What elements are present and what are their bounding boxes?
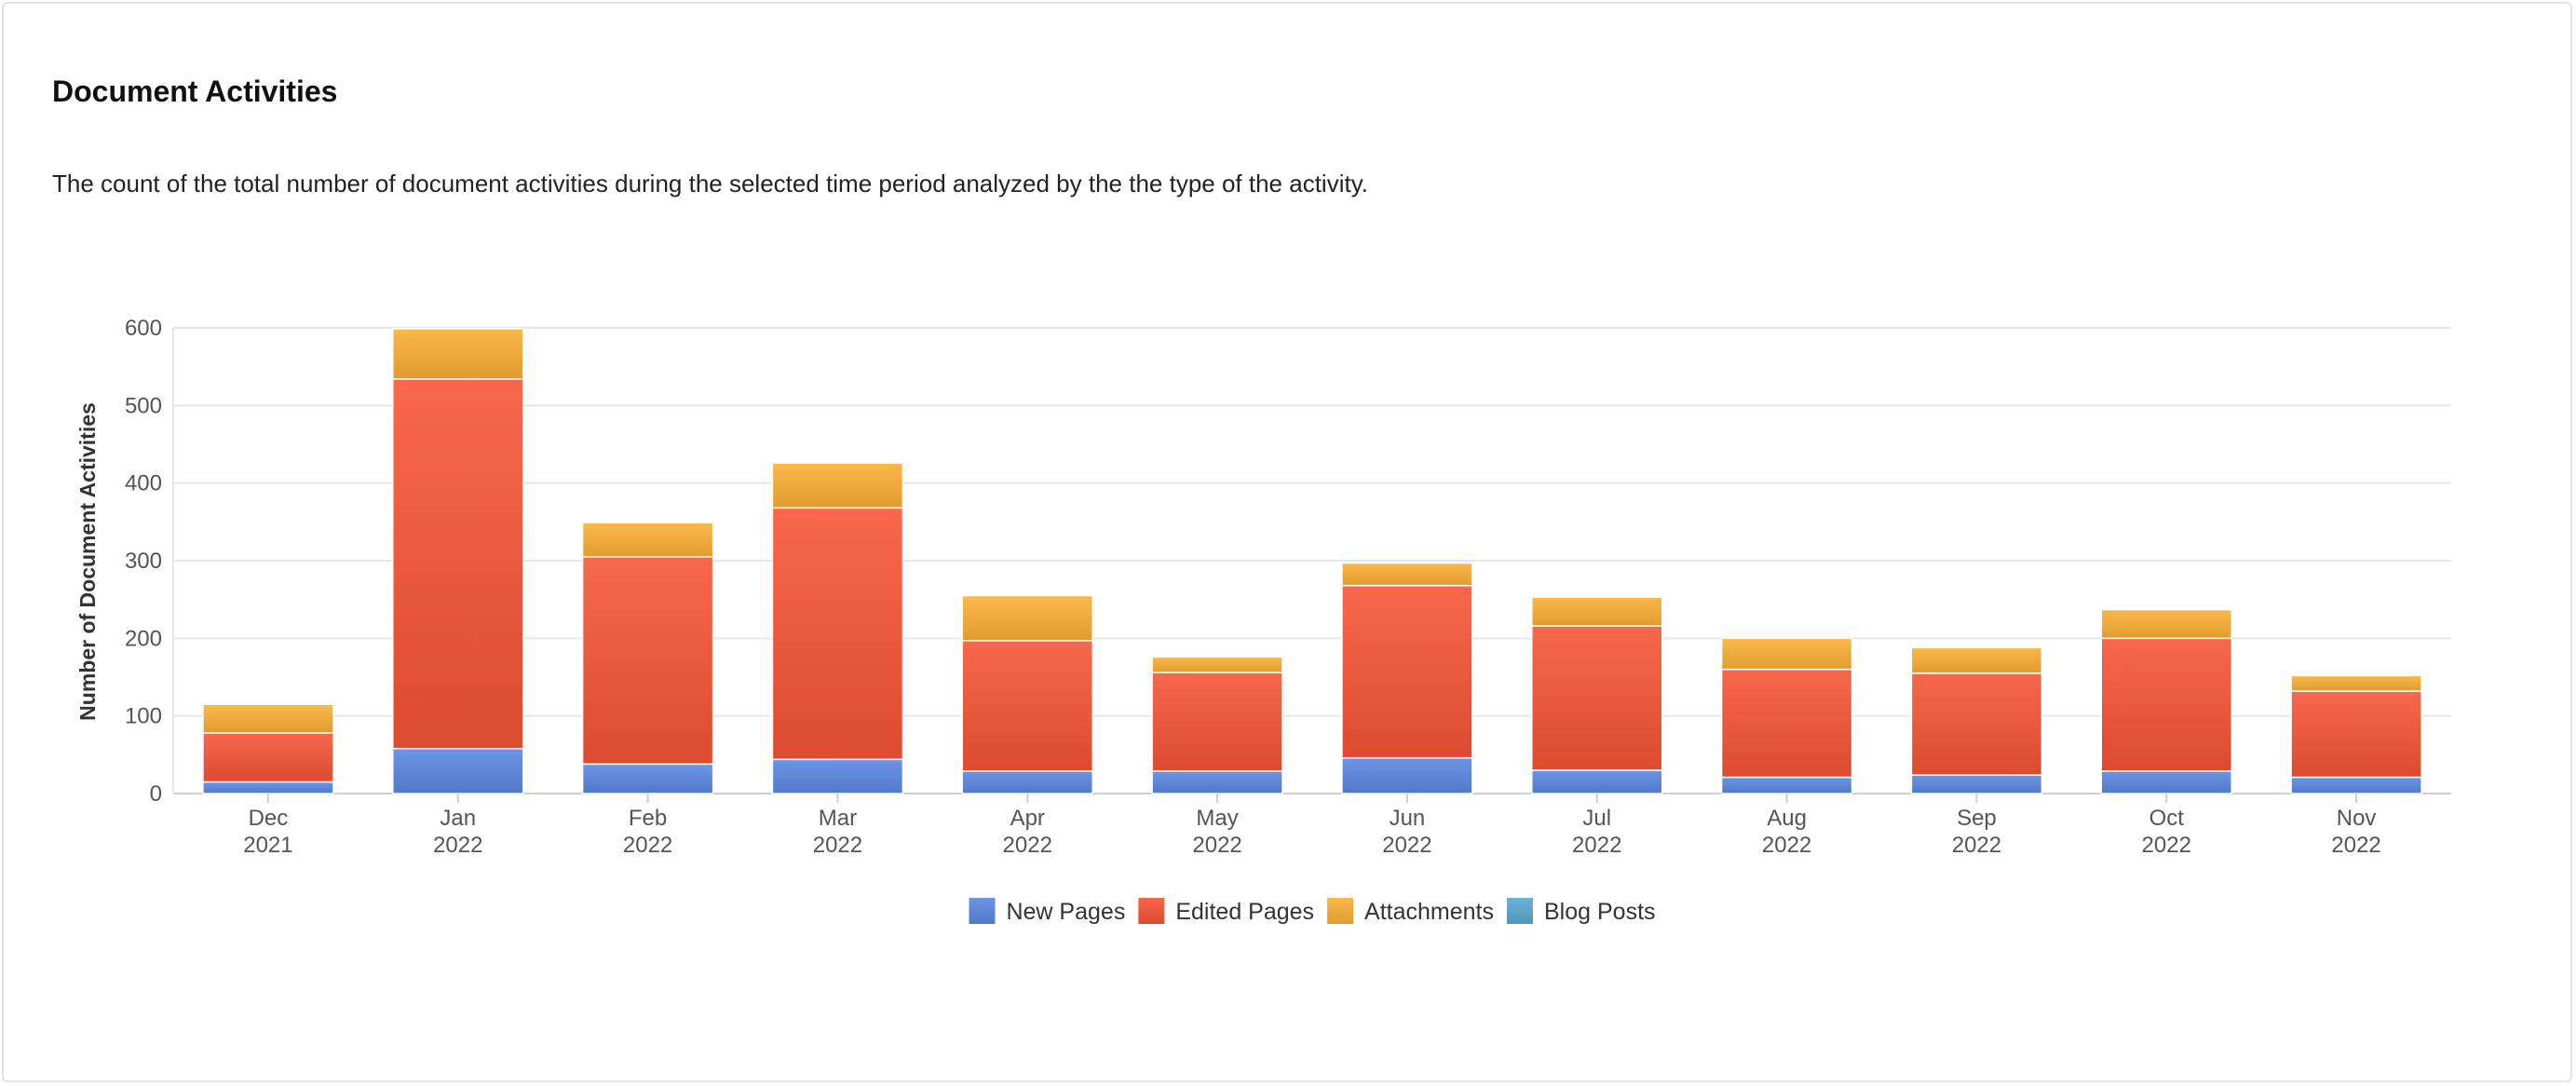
x-tick-label: May [1196, 806, 1238, 831]
chart-description: The count of the total number of documen… [52, 170, 1368, 197]
bar-segment[interactable] [581, 763, 714, 794]
x-tick-label: 2022 [2142, 833, 2191, 858]
x-tick-label: Mar [819, 806, 857, 831]
bar-segment[interactable] [2290, 690, 2422, 779]
bar-segment[interactable] [202, 732, 334, 783]
x-axis: Dec2021Jan2022Feb2022Mar2022Apr2022May20… [243, 794, 2381, 858]
legend: New Pages Edited Pages Attachments Blog Pos… [969, 898, 1656, 925]
page-title: Document Activities [52, 75, 338, 108]
legend-item[interactable]: Blog Posts [1507, 898, 1656, 925]
y-tick-label: 500 [125, 393, 162, 418]
x-tick-label: 2022 [1192, 833, 1241, 858]
bar-segment[interactable] [202, 781, 334, 794]
bar-segment[interactable] [1531, 596, 1663, 627]
x-tick-label: 2022 [1572, 833, 1621, 858]
bar-segment[interactable] [392, 378, 524, 750]
y-tick-label: 200 [125, 626, 162, 651]
x-tick-label: Dec [249, 806, 289, 831]
bar-segment[interactable] [2100, 770, 2232, 794]
legend-swatch [969, 898, 996, 924]
bar-segment[interactable] [961, 640, 1093, 772]
bar-segment[interactable] [1531, 625, 1663, 771]
x-tick-label: Sep [1957, 806, 1997, 831]
bar-segment[interactable] [2100, 608, 2232, 640]
legend-swatch [1507, 898, 1534, 924]
x-tick-label: 2022 [1952, 833, 2001, 858]
bar-segment[interactable] [1720, 776, 1853, 794]
bar-segment[interactable] [1910, 774, 2043, 794]
bar-segment[interactable] [961, 594, 1093, 642]
bar-segment[interactable] [2100, 637, 2232, 772]
y-axis-title: Number of Document Activities [75, 402, 100, 721]
bar-segment[interactable] [1720, 668, 1853, 779]
legend-label: Edited Pages [1175, 899, 1314, 925]
bar-segment[interactable] [1531, 769, 1663, 794]
legend-swatch [1327, 898, 1354, 924]
x-tick-label: Jul [1582, 806, 1611, 831]
x-tick-label: 2022 [1382, 833, 1431, 858]
x-tick-label: 2022 [623, 833, 672, 858]
legend-item[interactable]: Attachments [1327, 898, 1494, 925]
bar-segment[interactable] [961, 770, 1093, 794]
bar-segment[interactable] [1341, 562, 1473, 587]
y-tick-label: 400 [125, 471, 162, 496]
legend-label: Attachments [1364, 899, 1494, 925]
x-tick-label: 2022 [813, 833, 862, 858]
x-tick-label: 2022 [1003, 833, 1052, 858]
x-tick-label: Jan [440, 806, 476, 831]
bars [202, 328, 2422, 794]
bar-segment[interactable] [1910, 672, 2043, 776]
x-tick-label: Feb [629, 806, 667, 831]
bar-segment[interactable] [1151, 770, 1283, 794]
bar-segment[interactable] [581, 556, 714, 766]
x-tick-label: Nov [2337, 806, 2377, 831]
legend-label: Blog Posts [1544, 899, 1656, 925]
x-tick-label: 2022 [2331, 833, 2380, 858]
bar-segment[interactable] [771, 507, 904, 761]
bar-segment[interactable] [581, 522, 714, 558]
bar-segment[interactable] [771, 462, 904, 509]
bar-segment[interactable] [1910, 646, 2043, 674]
legend-item[interactable]: New Pages [969, 898, 1125, 925]
grid-lines [172, 327, 2451, 794]
x-tick-label: Oct [2149, 806, 2185, 831]
y-tick-label: 0 [150, 781, 162, 807]
y-axis: 0 100 200 300 400 500 600 [125, 316, 162, 807]
y-tick-label: 300 [125, 549, 162, 574]
bar-segment[interactable] [2290, 674, 2422, 692]
legend-label: New Pages [1006, 899, 1125, 925]
bar-segment[interactable] [771, 758, 904, 794]
bar-segment[interactable] [1341, 756, 1473, 794]
x-tick-label: Apr [1010, 806, 1045, 831]
legend-item[interactable]: Edited Pages [1138, 898, 1314, 925]
y-tick-label: 100 [125, 704, 162, 729]
bar-segment[interactable] [1151, 672, 1283, 772]
bar-segment[interactable] [1151, 656, 1283, 673]
bar-segment[interactable] [1720, 637, 1853, 671]
y-tick-label: 600 [125, 316, 162, 341]
bar-segment[interactable] [1341, 584, 1473, 759]
x-tick-label: 2022 [433, 833, 482, 858]
x-tick-label: Aug [1767, 806, 1807, 831]
bar-segment[interactable] [2290, 776, 2422, 794]
bar-segment[interactable] [392, 747, 524, 794]
bar-segment[interactable] [202, 703, 334, 734]
legend-swatch [1138, 898, 1165, 924]
x-tick-label: Jun [1390, 806, 1426, 831]
x-tick-label: 2022 [1762, 833, 1811, 858]
x-tick-label: 2021 [243, 833, 292, 858]
bar-segment[interactable] [392, 328, 524, 380]
